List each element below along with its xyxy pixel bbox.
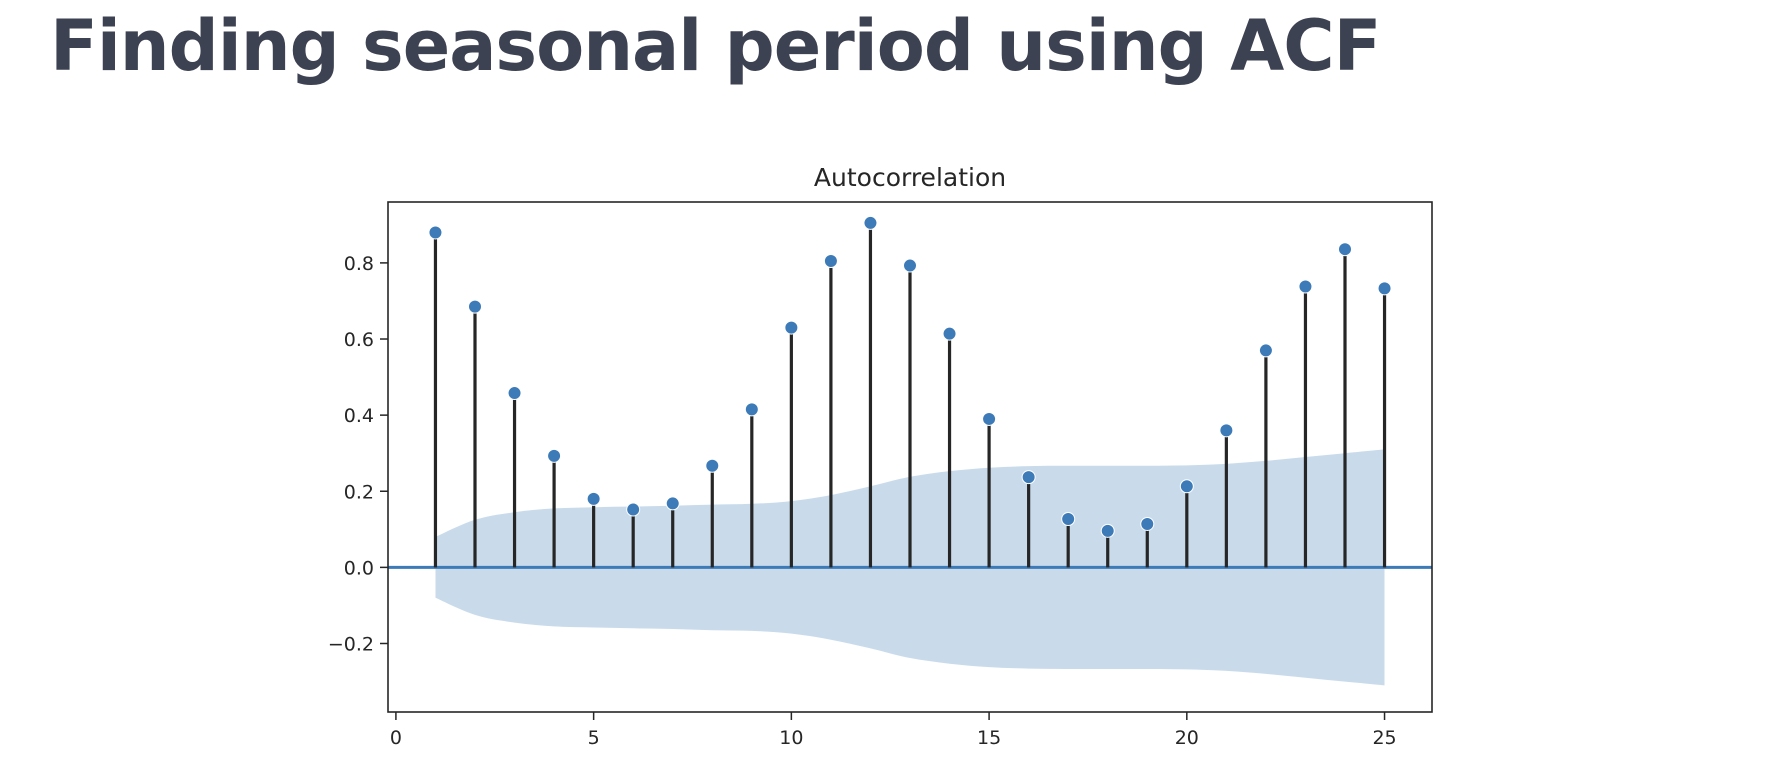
marker-lag-9 xyxy=(744,402,759,417)
markers-layer xyxy=(428,215,1392,538)
x-tick-label-20: 20 xyxy=(1175,727,1199,749)
x-ticks-layer: 0 5 10 15 20 25 xyxy=(390,712,1397,749)
y-tick-label-4: 0.6 xyxy=(344,329,374,351)
marker-lag-10 xyxy=(784,320,799,335)
marker-lag-22 xyxy=(1258,343,1273,358)
marker-lag-3 xyxy=(507,386,522,401)
y-ticks-layer: −0.2 0.0 0.2 0.4 0.6 0.8 xyxy=(328,253,388,655)
marker-lag-11 xyxy=(823,253,838,268)
y-tick-label-5: 0.8 xyxy=(344,253,374,275)
page-title: Finding seasonal period using ACF xyxy=(50,5,1381,87)
marker-lag-17 xyxy=(1061,512,1076,527)
marker-lag-25 xyxy=(1377,281,1392,296)
x-tick-label-25: 25 xyxy=(1372,727,1396,749)
marker-lag-7 xyxy=(665,496,680,511)
marker-lag-4 xyxy=(547,448,562,463)
marker-lag-15 xyxy=(982,411,997,426)
x-tick-label-5: 5 xyxy=(588,727,600,749)
marker-lag-2 xyxy=(468,299,482,314)
stems-layer xyxy=(433,222,1387,568)
axes-frame xyxy=(387,201,1433,713)
y-tick-label-2: 0.2 xyxy=(344,481,374,503)
marker-lag-13 xyxy=(903,258,917,273)
marker-lag-1 xyxy=(428,225,443,240)
marker-lag-6 xyxy=(626,502,641,517)
y-tick-label-0: −0.2 xyxy=(328,633,374,655)
marker-lag-19 xyxy=(1140,516,1155,531)
marker-lag-21 xyxy=(1219,423,1234,438)
chart-title: Autocorrelation xyxy=(814,163,1006,192)
x-tick-label-15: 15 xyxy=(977,727,1001,749)
marker-lag-14 xyxy=(942,326,957,341)
x-tick-label-10: 10 xyxy=(779,727,803,749)
y-tick-label-3: 0.4 xyxy=(344,405,374,427)
marker-lag-16 xyxy=(1021,470,1036,485)
marker-lag-12 xyxy=(863,215,878,230)
marker-lag-8 xyxy=(705,458,720,473)
x-tick-label-0: 0 xyxy=(390,727,402,749)
marker-lag-24 xyxy=(1338,242,1352,257)
y-tick-label-1: 0.0 xyxy=(344,557,374,579)
marker-lag-23 xyxy=(1298,279,1313,294)
marker-lag-20 xyxy=(1179,479,1194,494)
marker-lag-5 xyxy=(586,491,601,506)
marker-lag-18 xyxy=(1100,523,1115,538)
